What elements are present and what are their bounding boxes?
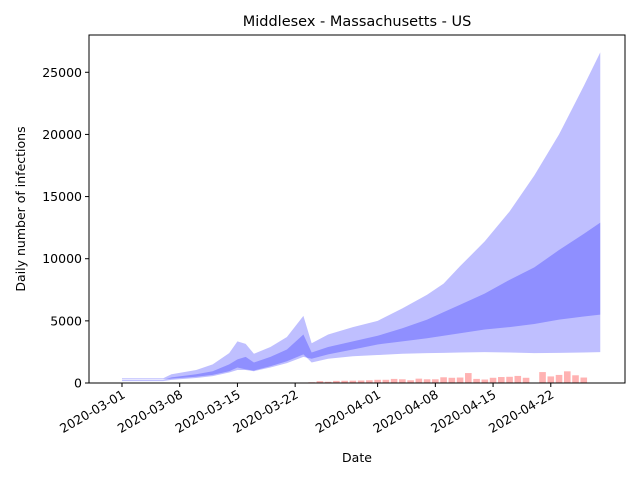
case-bar bbox=[489, 377, 497, 383]
y-axis: 0 5000 10000 15000 20000 25000 bbox=[42, 65, 89, 391]
y-tick-label: 25000 bbox=[42, 65, 82, 80]
case-bar bbox=[349, 380, 357, 383]
case-bar bbox=[366, 380, 373, 383]
case-bar bbox=[382, 379, 390, 383]
case-bar bbox=[555, 374, 563, 383]
case-bar bbox=[465, 373, 472, 383]
case-bar bbox=[473, 378, 480, 383]
case-bar bbox=[415, 378, 423, 383]
case-bar bbox=[498, 377, 505, 383]
case-bar bbox=[390, 378, 398, 383]
case-bar bbox=[539, 372, 546, 383]
case-bar bbox=[448, 377, 456, 383]
case-bar bbox=[563, 371, 571, 383]
y-tick-label: 0 bbox=[74, 376, 82, 391]
case-bar bbox=[481, 379, 489, 383]
y-tick-label: 15000 bbox=[42, 189, 82, 204]
case-bar bbox=[316, 381, 324, 383]
y-tick-label: 10000 bbox=[42, 251, 82, 266]
chart-title: Middlesex - Massachusetts - US bbox=[243, 14, 472, 30]
case-bar bbox=[547, 376, 555, 383]
y-axis-label: Daily number of infections bbox=[13, 126, 28, 291]
case-bar bbox=[522, 377, 530, 383]
case-bar bbox=[506, 376, 513, 383]
y-tick-label: 20000 bbox=[42, 127, 82, 142]
x-axis-label: Date bbox=[342, 450, 372, 465]
case-bar bbox=[407, 380, 414, 383]
case-bar bbox=[580, 377, 588, 383]
case-bar bbox=[324, 381, 332, 383]
case-bar bbox=[514, 375, 522, 383]
case-bar bbox=[357, 380, 365, 383]
case-bar bbox=[423, 379, 431, 383]
case-bar bbox=[374, 379, 381, 383]
case-bar bbox=[456, 377, 464, 383]
inner-band bbox=[121, 222, 601, 382]
outer-band bbox=[121, 52, 601, 380]
case-bar bbox=[399, 379, 406, 383]
case-bar bbox=[432, 379, 439, 383]
plot-area bbox=[121, 52, 601, 383]
case-bar bbox=[440, 377, 447, 383]
axes-frame bbox=[88, 34, 626, 384]
case-bar bbox=[572, 375, 579, 383]
case-bar bbox=[333, 380, 340, 383]
case-bar bbox=[341, 380, 348, 383]
y-tick-label: 5000 bbox=[50, 313, 82, 328]
